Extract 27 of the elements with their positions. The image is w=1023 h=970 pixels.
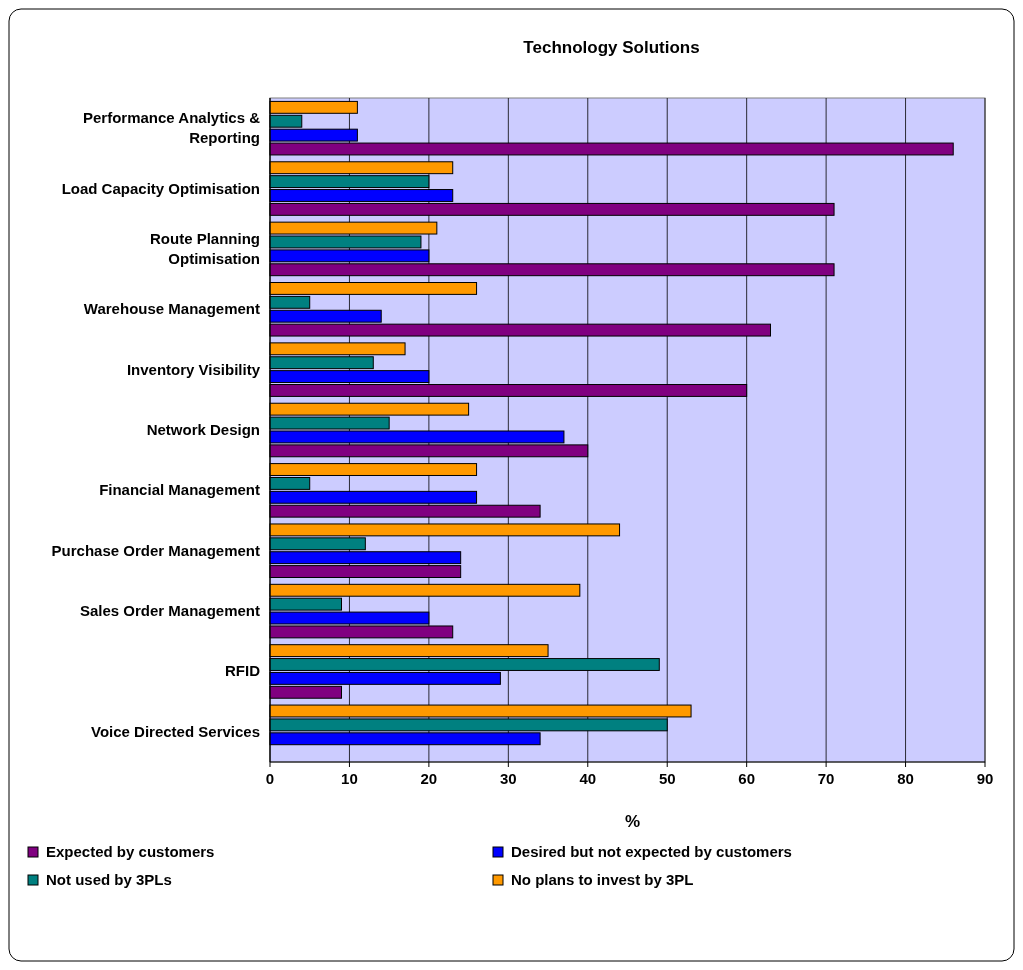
y-tick-label: Network Design (146, 421, 260, 438)
legend-label: Not used by 3PLs (46, 871, 172, 888)
y-tick-label: Inventory Visibility (126, 360, 261, 378)
legend-label: Expected by customers (46, 843, 215, 860)
x-tick-label: 30 (499, 770, 517, 787)
y-tick-label: Warehouse Management (83, 300, 260, 318)
y-tick-label: Voice Directed Services (91, 722, 260, 740)
legend-label: Desired but not expected by customers (511, 843, 792, 860)
y-tick-label: Load Capacity Optimisation (61, 179, 260, 197)
x-tick-label: 0 (265, 770, 275, 787)
x-tick-label: 60 (738, 770, 756, 787)
y-tick-label: Sales Order Management (79, 602, 260, 620)
x-tick-label: 70 (817, 770, 835, 787)
x-tick-label: 20 (420, 770, 438, 787)
chart-title: Technology Solutions (523, 38, 700, 57)
x-tick-label: 10 (341, 770, 358, 787)
x-tick-label: 40 (579, 770, 597, 787)
x-axis-title: % (624, 812, 641, 831)
x-tick-label: 90 (976, 770, 994, 787)
legend-label: No plans to invest by 3PL (511, 871, 694, 888)
y-tick-label: Performance Analytics & Reporting (82, 109, 261, 147)
x-tick-label: 80 (897, 770, 914, 787)
y-tick-label: Financial Management (99, 481, 260, 499)
y-tick-label: RFID (225, 662, 261, 680)
x-tick-label: 50 (658, 770, 676, 787)
y-tick-label: Purchase Order Management (51, 541, 260, 559)
y-tick-label: Route Planning Optimisation (150, 229, 260, 267)
